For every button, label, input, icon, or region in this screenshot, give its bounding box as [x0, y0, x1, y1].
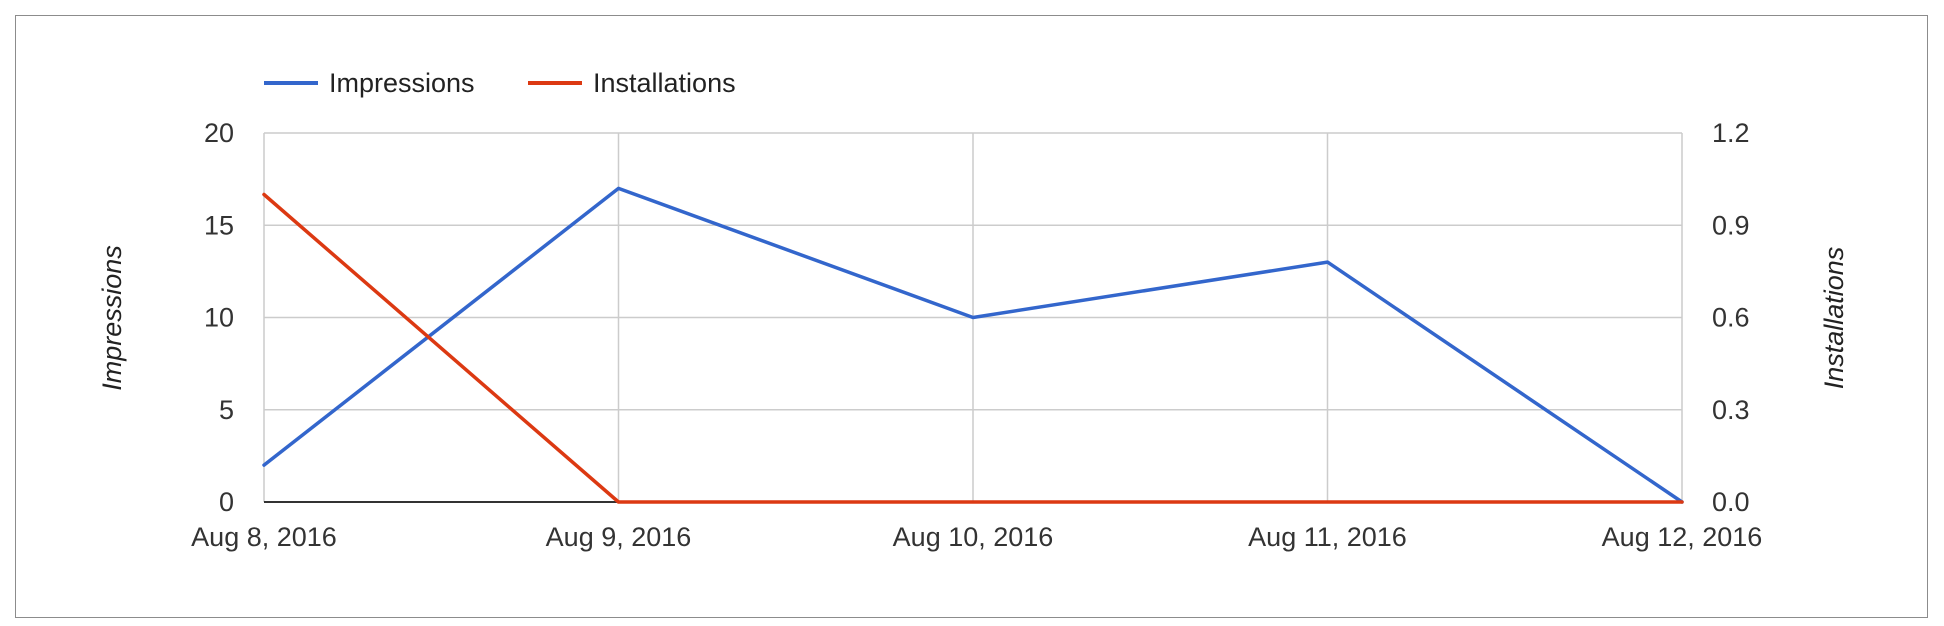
y-tick-label-right: 0.3 [1712, 395, 1750, 425]
y-tick-label-right: 0.9 [1712, 210, 1750, 240]
legend-label-impressions: Impressions [329, 68, 475, 98]
y-tick-label-right: 0.0 [1712, 487, 1750, 517]
y-tick-label-left: 0 [219, 487, 234, 517]
x-tick-label: Aug 12, 2016 [1602, 522, 1763, 552]
y-tick-label-left: 10 [204, 303, 234, 333]
y-tick-label-right: 0.6 [1712, 303, 1750, 333]
x-tick-label: Aug 9, 2016 [546, 522, 692, 552]
y-tick-label-right: 1.2 [1712, 118, 1750, 148]
legend-label-installations: Installations [593, 68, 736, 98]
y-tick-label-left: 15 [204, 210, 234, 240]
gridlines [263, 132, 1683, 502]
x-tick-label: Aug 11, 2016 [1248, 522, 1407, 552]
y-tick-label-left: 20 [204, 118, 234, 148]
y-axis-title-left: Impressions [97, 245, 127, 391]
legend: Impressions Installations [264, 68, 736, 98]
series-lines [262, 186, 1684, 504]
y-tick-label-left: 5 [219, 395, 234, 425]
y-axis-title-right: Installations [1819, 247, 1849, 390]
x-tick-label: Aug 8, 2016 [191, 522, 337, 552]
x-tick-label: Aug 10, 2016 [893, 522, 1054, 552]
